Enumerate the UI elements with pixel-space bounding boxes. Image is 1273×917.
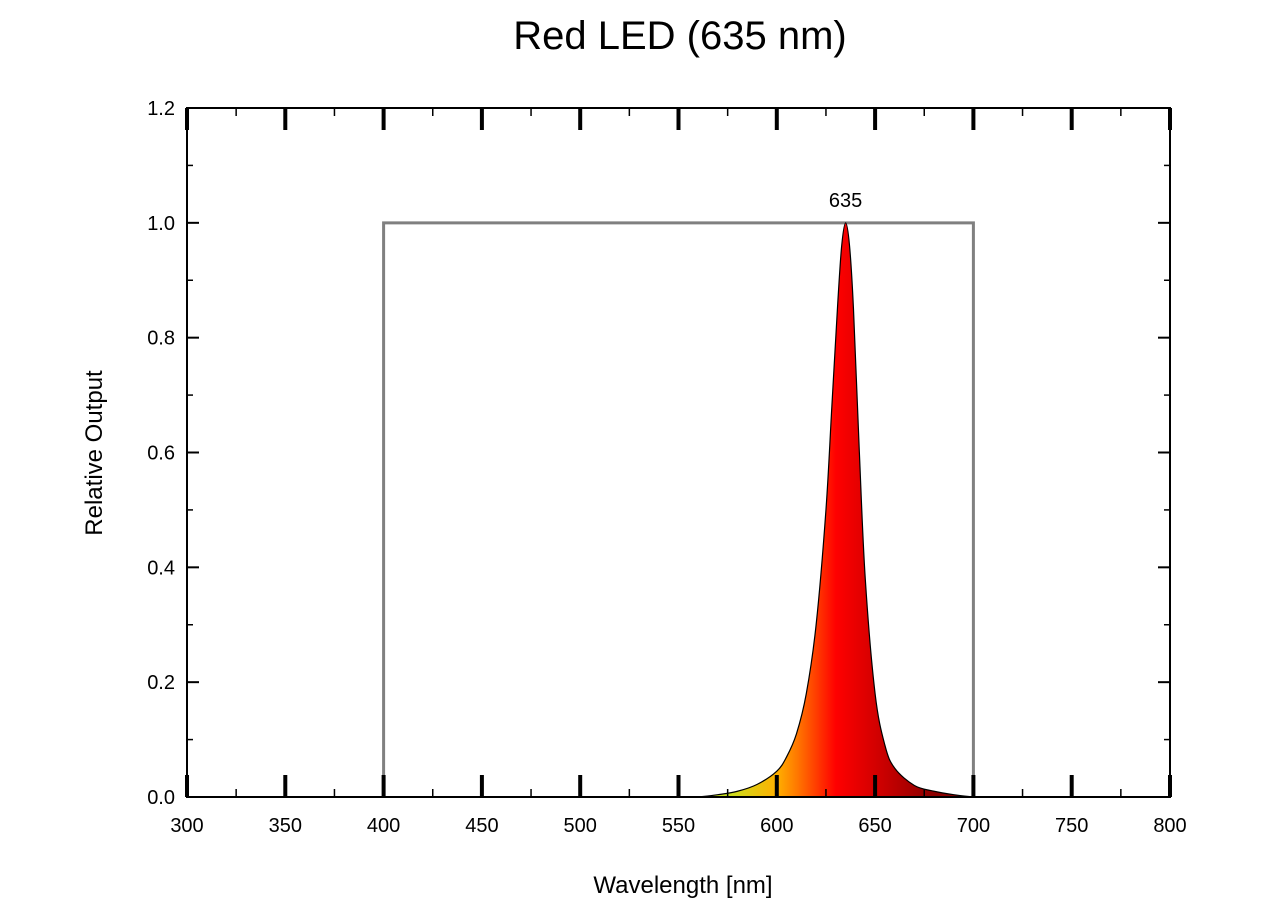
plot-frame [186,107,1171,798]
x-tick-label: 750 [1055,815,1088,837]
y-tick-label: 1.2 [147,98,175,120]
y-tick-label: 0.2 [147,672,175,694]
y-tick-label: 0.8 [147,328,175,350]
x-tick-label: 550 [662,815,695,837]
chart-title: Red LED (635 nm) [513,14,847,58]
x-tick-label: 450 [465,815,498,837]
x-tick-label: 400 [367,815,400,837]
x-tick-label: 650 [858,815,891,837]
y-tick-label: 1.0 [147,213,175,235]
spectrum-area [698,222,974,798]
y-tick-label: 0.0 [147,787,175,809]
spectrum-line [698,222,974,798]
x-tick-label: 800 [1153,815,1186,837]
visible-range-box [382,221,975,797]
x-tick-label: 600 [760,815,793,837]
x-tick-label: 700 [957,815,990,837]
x-tick-label: 350 [269,815,302,837]
y-tick-label: 0.4 [147,557,175,579]
plot-layer: 635 300 350 400 450 500 550 600 650 700 750 800 0.0 0… [147,98,1187,837]
y-tick-label: 0.6 [147,443,175,465]
x-axis-title: Wavelength [nm] [593,872,772,899]
x-tick-label: 500 [564,815,597,837]
x-tick-label: 300 [170,815,203,837]
y-axis-title: Relative Output [81,370,108,536]
peak-label: 635 [829,190,862,212]
